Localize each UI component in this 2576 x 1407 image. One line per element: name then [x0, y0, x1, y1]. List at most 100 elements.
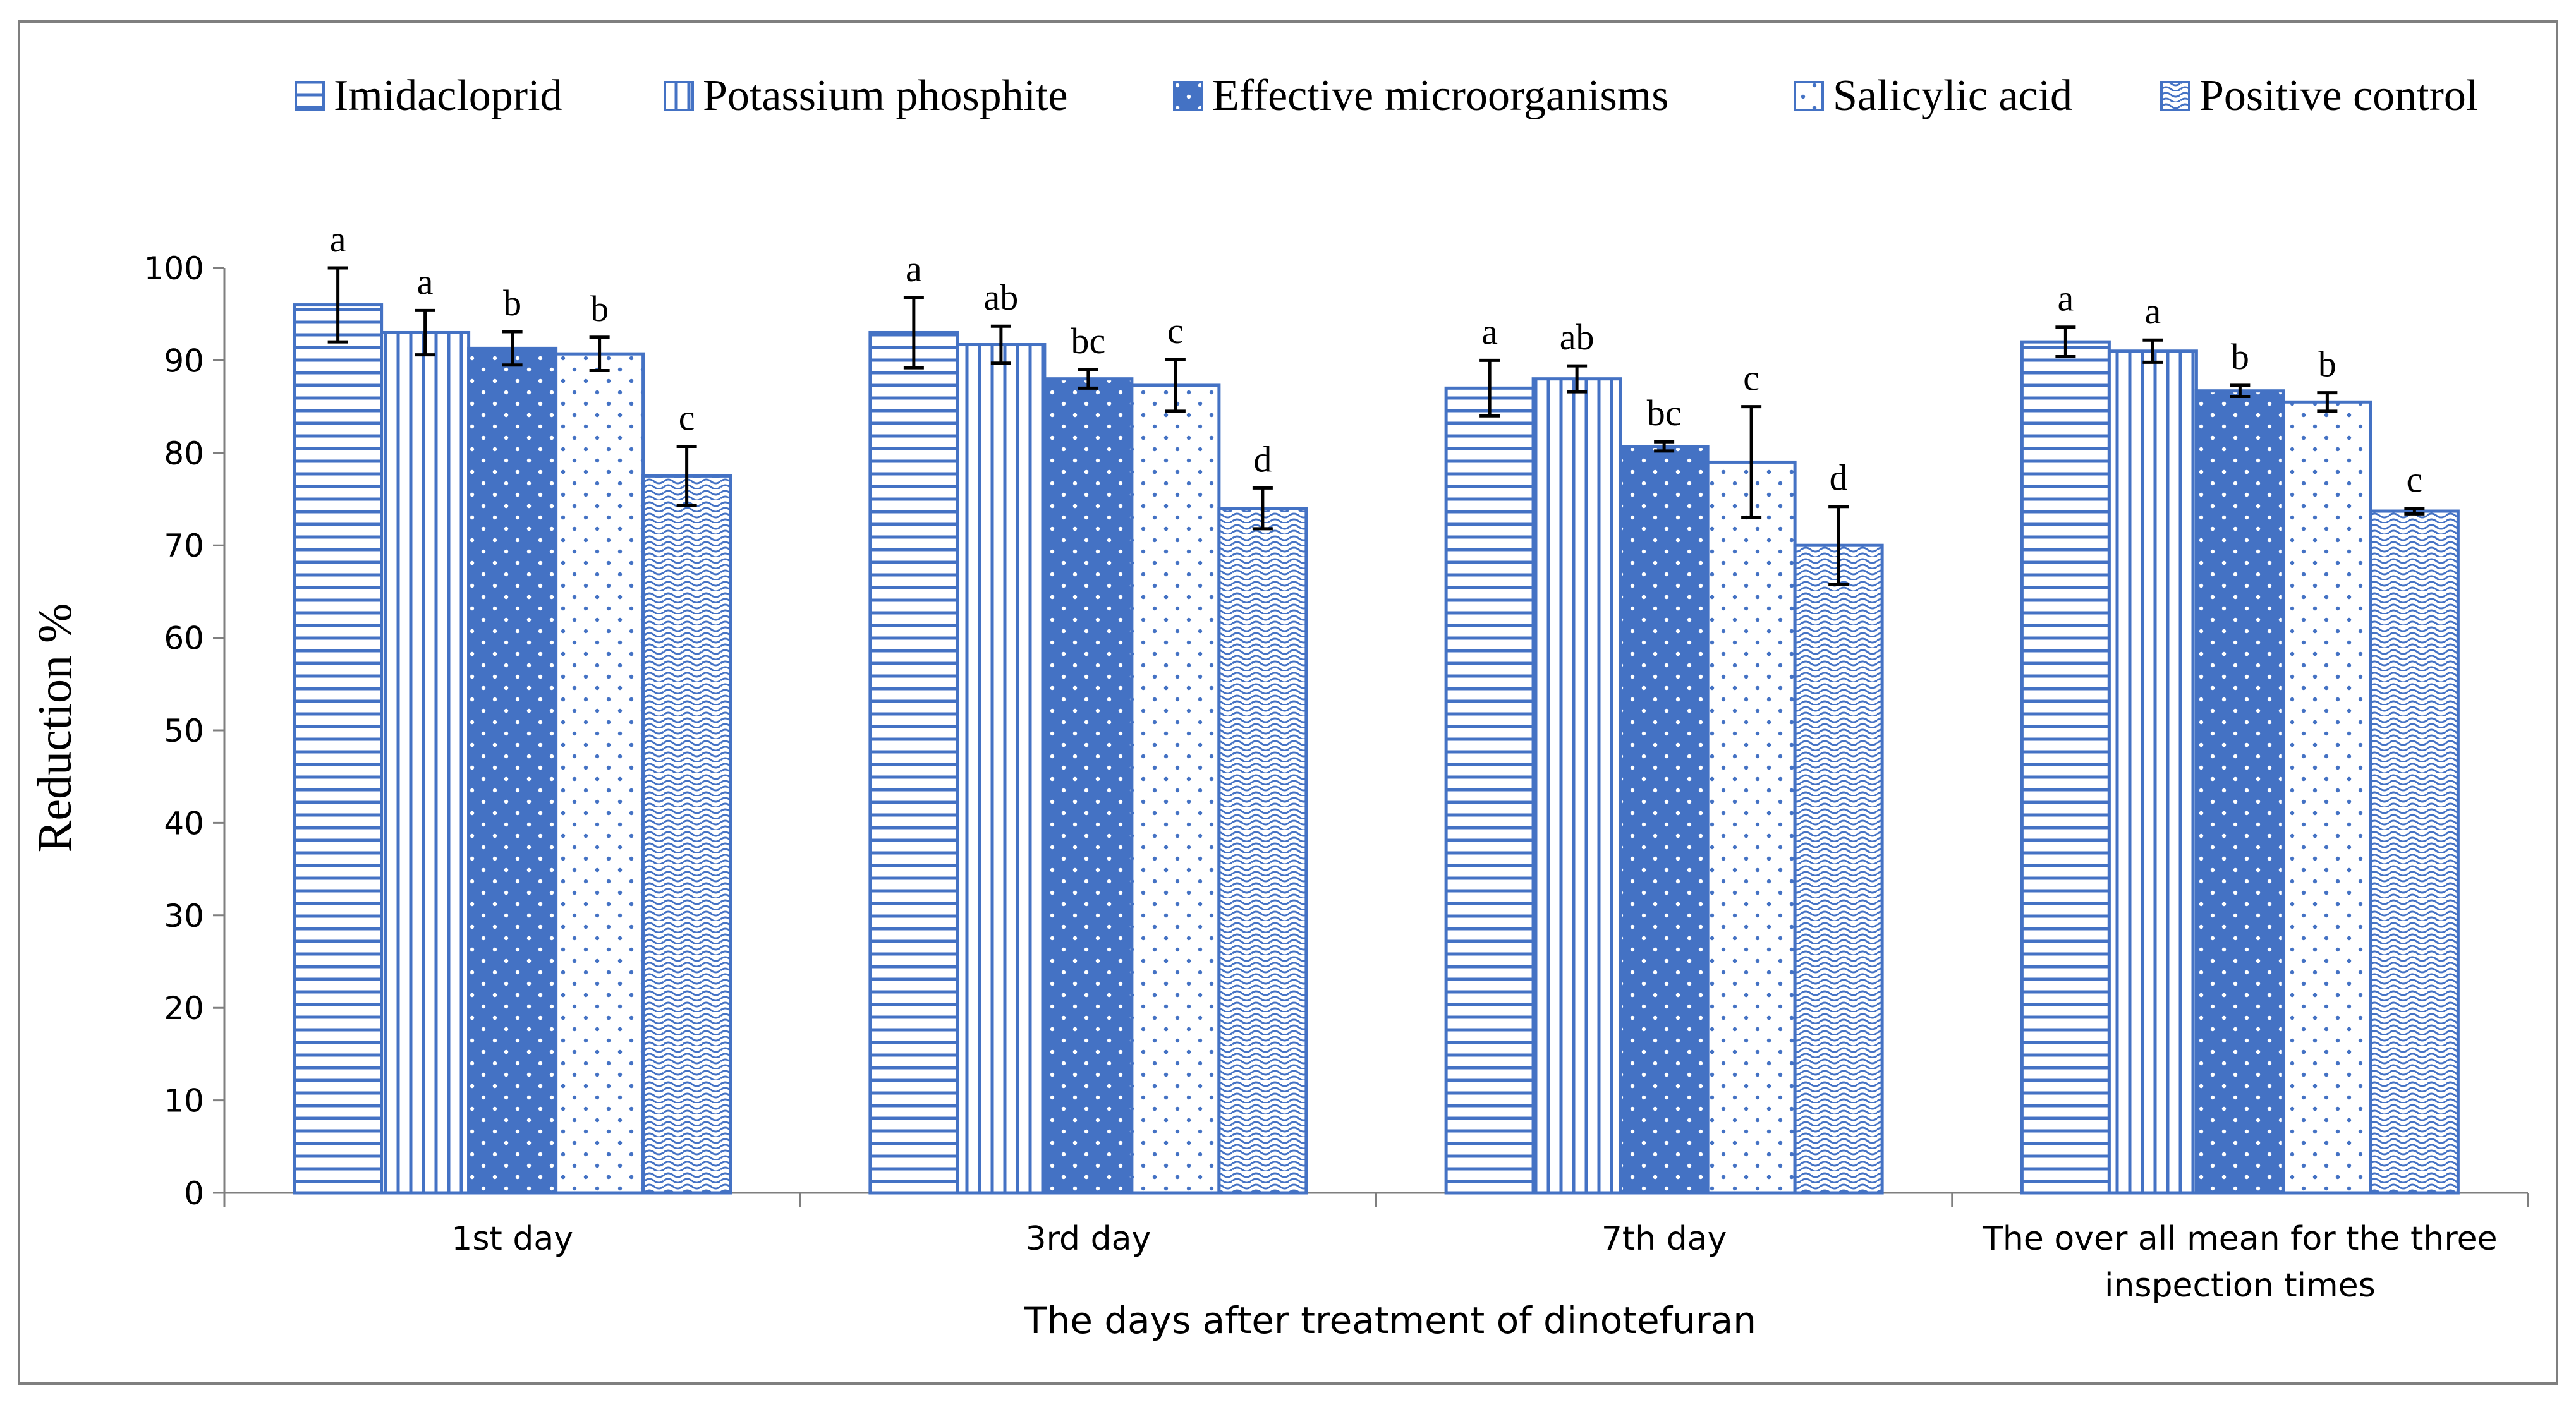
significance-letter: c — [679, 397, 695, 438]
legend-item: Salicylic acid — [1794, 71, 2072, 120]
y-axis: 0 10 20 30 40 50 60 70 80 90 100 — [144, 250, 226, 1212]
bar — [1793, 543, 1884, 1195]
legend-label: Positive control — [2199, 71, 2478, 120]
x-tick-label: 1st day — [451, 1220, 573, 1258]
significance-letter: a — [906, 248, 922, 289]
significance-letter: b — [590, 288, 609, 329]
bar — [956, 343, 1047, 1195]
error-bar — [1654, 440, 1675, 453]
bar — [1043, 377, 1134, 1195]
error-bar — [2055, 325, 2076, 359]
significance-letter: bc — [1071, 320, 1106, 361]
error-bar — [1567, 364, 1588, 394]
x-axis: 1st day 3rd day 7th day The over all mean f… — [223, 1192, 2529, 1305]
legend-item: Positive control — [2160, 71, 2478, 120]
error-bar — [2317, 391, 2338, 413]
bar — [2194, 389, 2285, 1195]
significance-letter: b — [2231, 336, 2249, 377]
significance-letter: ab — [1560, 317, 1595, 358]
x-tick-label: 7th day — [1601, 1220, 1727, 1258]
bar — [1444, 386, 1535, 1195]
y-tick-label: 10 — [164, 1083, 204, 1120]
y-tick-label: 90 — [164, 342, 204, 379]
x-tick-label: 3rd day — [1026, 1220, 1151, 1258]
legend-swatch — [1173, 81, 1203, 111]
bar — [868, 330, 959, 1195]
legend-swatch — [2160, 81, 2190, 111]
error-bar — [1165, 358, 1186, 413]
significance-letter: b — [2318, 344, 2336, 385]
legend: Imidacloprid Potassium phosphite Effective… — [295, 71, 2478, 120]
error-bar — [327, 266, 348, 344]
bar — [2107, 349, 2198, 1195]
bar — [2020, 340, 2111, 1195]
error-bar — [415, 308, 435, 357]
error-bar — [2230, 383, 2251, 398]
error-bar — [1479, 358, 1500, 418]
significance-letter: b — [503, 282, 521, 323]
error-bar — [502, 330, 523, 367]
legend-swatch — [664, 81, 694, 111]
y-tick-label: 50 — [164, 713, 204, 749]
bar — [467, 346, 558, 1195]
legend-swatch — [1794, 81, 1824, 111]
legend-swatch — [295, 81, 325, 111]
legend-label: Imidacloprid — [334, 71, 562, 120]
y-axis-title: Reduction % — [28, 603, 82, 853]
bar — [641, 474, 732, 1195]
bar — [2369, 509, 2460, 1195]
y-tick-label: 80 — [164, 435, 204, 472]
significance-letter: a — [2058, 278, 2074, 319]
x-tick-label: inspection times — [2105, 1267, 2376, 1305]
significance-letter: a — [1481, 311, 1498, 352]
error-bar — [1078, 368, 1098, 390]
bar — [1531, 377, 1622, 1195]
significance-letter: a — [330, 219, 346, 260]
y-tick-label: 60 — [164, 620, 204, 657]
error-bar — [2142, 338, 2163, 364]
bar — [293, 303, 384, 1195]
significance-letter: c — [2407, 459, 2423, 500]
bar — [2281, 400, 2372, 1195]
y-tick-label: 100 — [144, 250, 204, 287]
bar — [1619, 445, 1710, 1195]
bar — [380, 330, 471, 1195]
error-bar — [676, 445, 697, 507]
significance-letter: a — [2145, 291, 2161, 332]
legend-label: Salicylic acid — [1833, 71, 2072, 120]
legend-label: Effective microorganisms — [1212, 71, 1669, 120]
significance-letter: c — [1167, 310, 1184, 351]
error-bar — [2404, 507, 2425, 516]
significance-letter: a — [417, 261, 434, 302]
error-bar — [1741, 405, 1762, 519]
significance-letter: d — [1830, 457, 1848, 498]
significance-letter: d — [1253, 438, 1272, 480]
y-tick-label: 0 — [184, 1175, 204, 1212]
bar — [554, 352, 645, 1195]
significance-letter: ab — [984, 277, 1019, 318]
error-bar — [1828, 505, 1849, 586]
error-bar — [1252, 486, 1273, 531]
bar — [1217, 507, 1308, 1195]
x-axis-title: The days after treatment of dinotefuran — [1024, 1299, 1756, 1342]
error-bars — [327, 266, 2425, 586]
significance-letter: bc — [1647, 392, 1682, 433]
legend-item: Imidacloprid — [295, 71, 562, 120]
bars — [293, 303, 2460, 1195]
y-tick-label: 40 — [164, 805, 204, 842]
x-tick-label: The over all mean for the three — [1982, 1220, 2497, 1258]
significance-letter: c — [1743, 358, 1759, 399]
error-bar — [990, 324, 1011, 365]
legend-item: Potassium phosphite — [664, 71, 1068, 120]
y-tick-label: 20 — [164, 990, 204, 1027]
y-tick-label: 30 — [164, 898, 204, 934]
y-tick-label: 70 — [164, 528, 204, 564]
bar — [1706, 460, 1797, 1195]
legend-label: Potassium phosphite — [703, 71, 1068, 120]
error-bar — [589, 335, 610, 373]
bar — [1130, 383, 1221, 1195]
error-bar — [903, 296, 924, 370]
